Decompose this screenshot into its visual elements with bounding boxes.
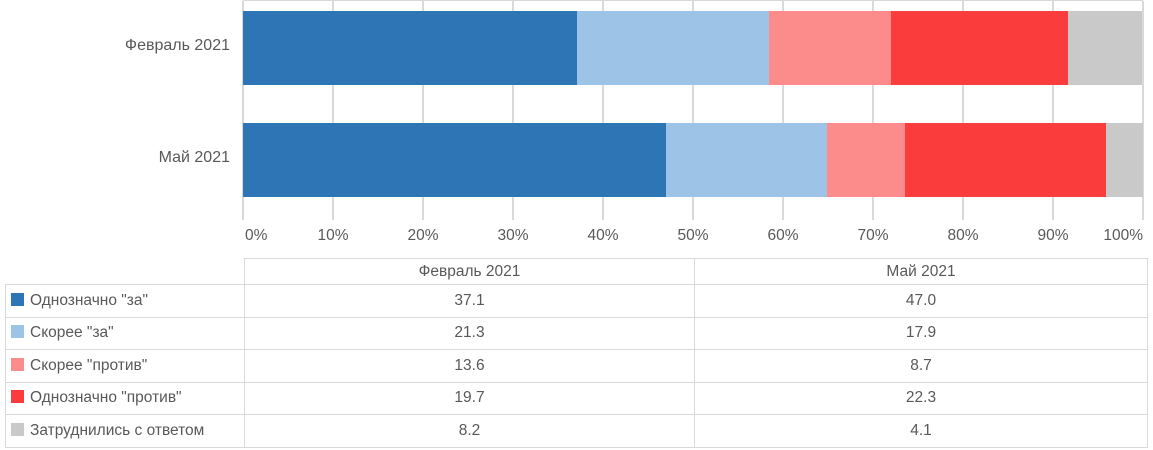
gridline <box>1052 1 1054 220</box>
x-axis-tick-label: 100% <box>1103 227 1143 244</box>
legend-label: Однозначно "против" <box>30 389 182 407</box>
x-axis-tick-label: 60% <box>767 227 799 244</box>
gridline <box>602 1 604 220</box>
gridline <box>512 1 514 220</box>
gridline <box>332 1 334 220</box>
value-cell: 13.6 <box>245 350 695 383</box>
x-axis-tick-label: 40% <box>587 227 619 244</box>
value-cell: 21.3 <box>245 317 695 350</box>
bar-segment <box>768 11 891 85</box>
x-axis-tick-label: 50% <box>677 227 709 244</box>
gridline <box>872 1 874 220</box>
table-row: Однозначно "за" 37.1 47.0 <box>5 285 1148 318</box>
legend-swatch-gray <box>11 422 24 436</box>
table-header-row: Февраль 2021 Май 2021 <box>5 258 1148 285</box>
x-axis-tick-label: 70% <box>857 227 889 244</box>
gridline <box>1142 1 1144 220</box>
table-row: Затруднились с ответом 8.2 4.1 <box>5 415 1148 448</box>
value-cell: 8.7 <box>695 350 1148 383</box>
bar-segment <box>666 123 828 197</box>
value-cell: 4.1 <box>695 415 1148 448</box>
table-row: Однозначно "против" 19.7 22.3 <box>5 382 1148 415</box>
legend-cell: Скорее "за" <box>5 317 245 350</box>
x-axis-tick-label: 20% <box>407 227 439 244</box>
table-corner-cell <box>5 258 245 285</box>
legend-label: Затруднились с ответом <box>30 421 205 439</box>
data-table: Февраль 2021 Май 2021 Однозначно "за" 37… <box>5 258 1148 448</box>
legend-swatch-light-blue <box>11 325 24 339</box>
legend-swatch-dark-blue <box>11 292 24 306</box>
legend-swatch-red <box>11 390 24 404</box>
value-cell: 8.2 <box>245 415 695 448</box>
bar-february-2021 <box>243 11 1143 85</box>
gridline <box>422 1 424 220</box>
gridline <box>962 1 964 220</box>
x-axis-tick-label: 90% <box>1037 227 1069 244</box>
gridline <box>782 1 784 220</box>
legend-cell: Однозначно "против" <box>5 382 245 415</box>
category-label-february-2021: Февраль 2021 <box>124 37 230 54</box>
x-axis-tick-label: 10% <box>317 227 349 244</box>
value-cell: 47.0 <box>695 285 1148 318</box>
legend-cell: Скорее "против" <box>5 350 245 383</box>
bar-segment <box>243 11 577 85</box>
value-cell: 17.9 <box>695 317 1148 350</box>
bar-segment <box>243 123 666 197</box>
legend-label: Скорее "против" <box>30 356 148 374</box>
gridline <box>692 1 694 220</box>
legend-label: Скорее "за" <box>30 324 114 342</box>
x-axis-tick-label: 0% <box>245 227 268 244</box>
bar-may-2021 <box>243 123 1143 197</box>
legend-swatch-salmon <box>11 357 24 371</box>
plot-area <box>242 0 1144 220</box>
x-axis-tick-label: 30% <box>497 227 529 244</box>
table-header-february: Февраль 2021 <box>245 258 695 285</box>
table-row: Скорее "за" 21.3 17.9 <box>5 317 1148 350</box>
bar-segment <box>576 11 769 85</box>
bar-segment <box>1106 123 1143 197</box>
value-cell: 22.3 <box>695 382 1148 415</box>
x-axis: 0% 10% 20% 30% 40% 50% 60% 70% 80% 90% 100% <box>243 227 1143 249</box>
value-cell: 19.7 <box>245 382 695 415</box>
bar-segment <box>1068 11 1143 85</box>
legend-cell: Затруднились с ответом <box>5 415 245 448</box>
value-cell: 37.1 <box>245 285 695 318</box>
bar-segment <box>905 123 1107 197</box>
legend-cell: Однозначно "за" <box>5 285 245 318</box>
x-axis-tick-label: 80% <box>947 227 979 244</box>
table-header-may: Май 2021 <box>695 258 1148 285</box>
category-label-may-2021: Май 2021 <box>158 149 230 166</box>
bar-segment <box>827 123 906 197</box>
table-row: Скорее "против" 13.6 8.7 <box>5 350 1148 383</box>
gridline <box>242 1 244 220</box>
bar-segment <box>890 11 1069 85</box>
legend-label: Однозначно "за" <box>30 291 149 309</box>
